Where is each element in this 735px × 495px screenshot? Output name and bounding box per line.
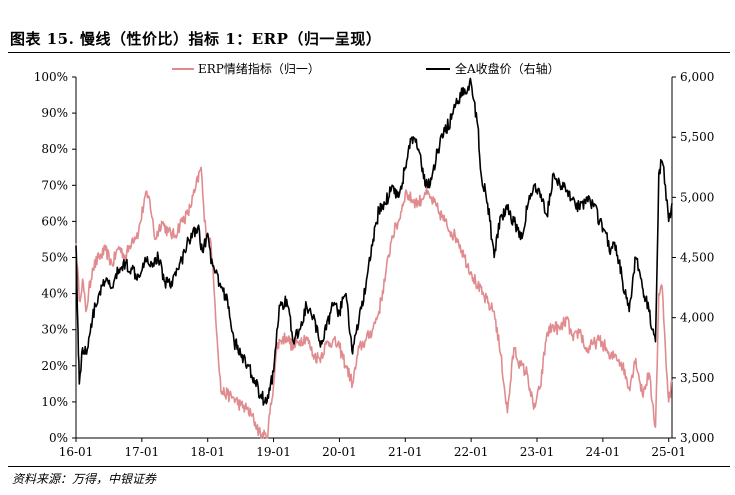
figure-title: 图表 15. 慢线（性价比）指标 1：ERP（归一呈现） — [10, 30, 382, 48]
left-tick-label: 50% — [41, 251, 68, 265]
right-tick-label: 5,500 — [680, 130, 714, 144]
left-tick-label: 10% — [41, 395, 68, 409]
left-tick-label: 100% — [34, 70, 68, 84]
x-tick-label: 19-01 — [256, 445, 291, 459]
left-tick-label: 70% — [41, 178, 68, 192]
right-tick-label: 3,000 — [680, 431, 714, 445]
left-tick-label: 0% — [49, 431, 68, 445]
left-axis: 0% 10% 20% 30% 40% 50% 60% 70% 80% 90% 100% — [34, 70, 76, 445]
right-tick-label: 3,500 — [680, 371, 714, 385]
bottom-rule — [8, 466, 730, 467]
source-note: 资料来源：万得，中银证券 — [12, 472, 157, 486]
right-tick-label: 4,500 — [680, 251, 714, 265]
legend-label-index: 全A收盘价（右轴） — [455, 61, 560, 76]
legend: ERP情绪指标（归一） 全A收盘价（右轴） — [172, 61, 560, 76]
x-tick-label: 23-01 — [520, 445, 555, 459]
plot-frame — [75, 77, 673, 439]
x-tick-label: 25-01 — [651, 445, 686, 459]
right-tick-label: 5,000 — [680, 190, 714, 204]
x-axis: 16-01 17-01 18-01 19-01 20-01 21-01 22-01 23-01… — [59, 438, 686, 459]
x-tick-label: 18-01 — [190, 445, 225, 459]
x-tick-label: 20-01 — [322, 445, 357, 459]
right-tick-label: 6,000 — [680, 70, 714, 84]
left-tick-label: 40% — [41, 287, 68, 301]
title-rule — [8, 52, 730, 53]
series-line-index — [75, 77, 673, 406]
x-tick-label: 16-01 — [59, 445, 94, 459]
right-tick-label: 4,000 — [680, 311, 714, 325]
left-tick-label: 90% — [41, 106, 68, 120]
x-tick-label: 22-01 — [454, 445, 489, 459]
left-tick-label: 60% — [41, 214, 68, 228]
x-tick-label: 21-01 — [388, 445, 423, 459]
right-axis: 3,000 3,500 4,000 4,500 5,000 5,500 6,000 — [672, 70, 714, 445]
left-tick-label: 80% — [41, 142, 68, 156]
legend-label-erp: ERP情绪指标（归一） — [198, 61, 320, 76]
x-tick-label: 24-01 — [586, 445, 621, 459]
x-tick-label: 17-01 — [125, 445, 160, 459]
left-tick-label: 20% — [41, 359, 68, 373]
left-tick-label: 30% — [41, 323, 68, 337]
series-line-erp — [75, 166, 673, 439]
